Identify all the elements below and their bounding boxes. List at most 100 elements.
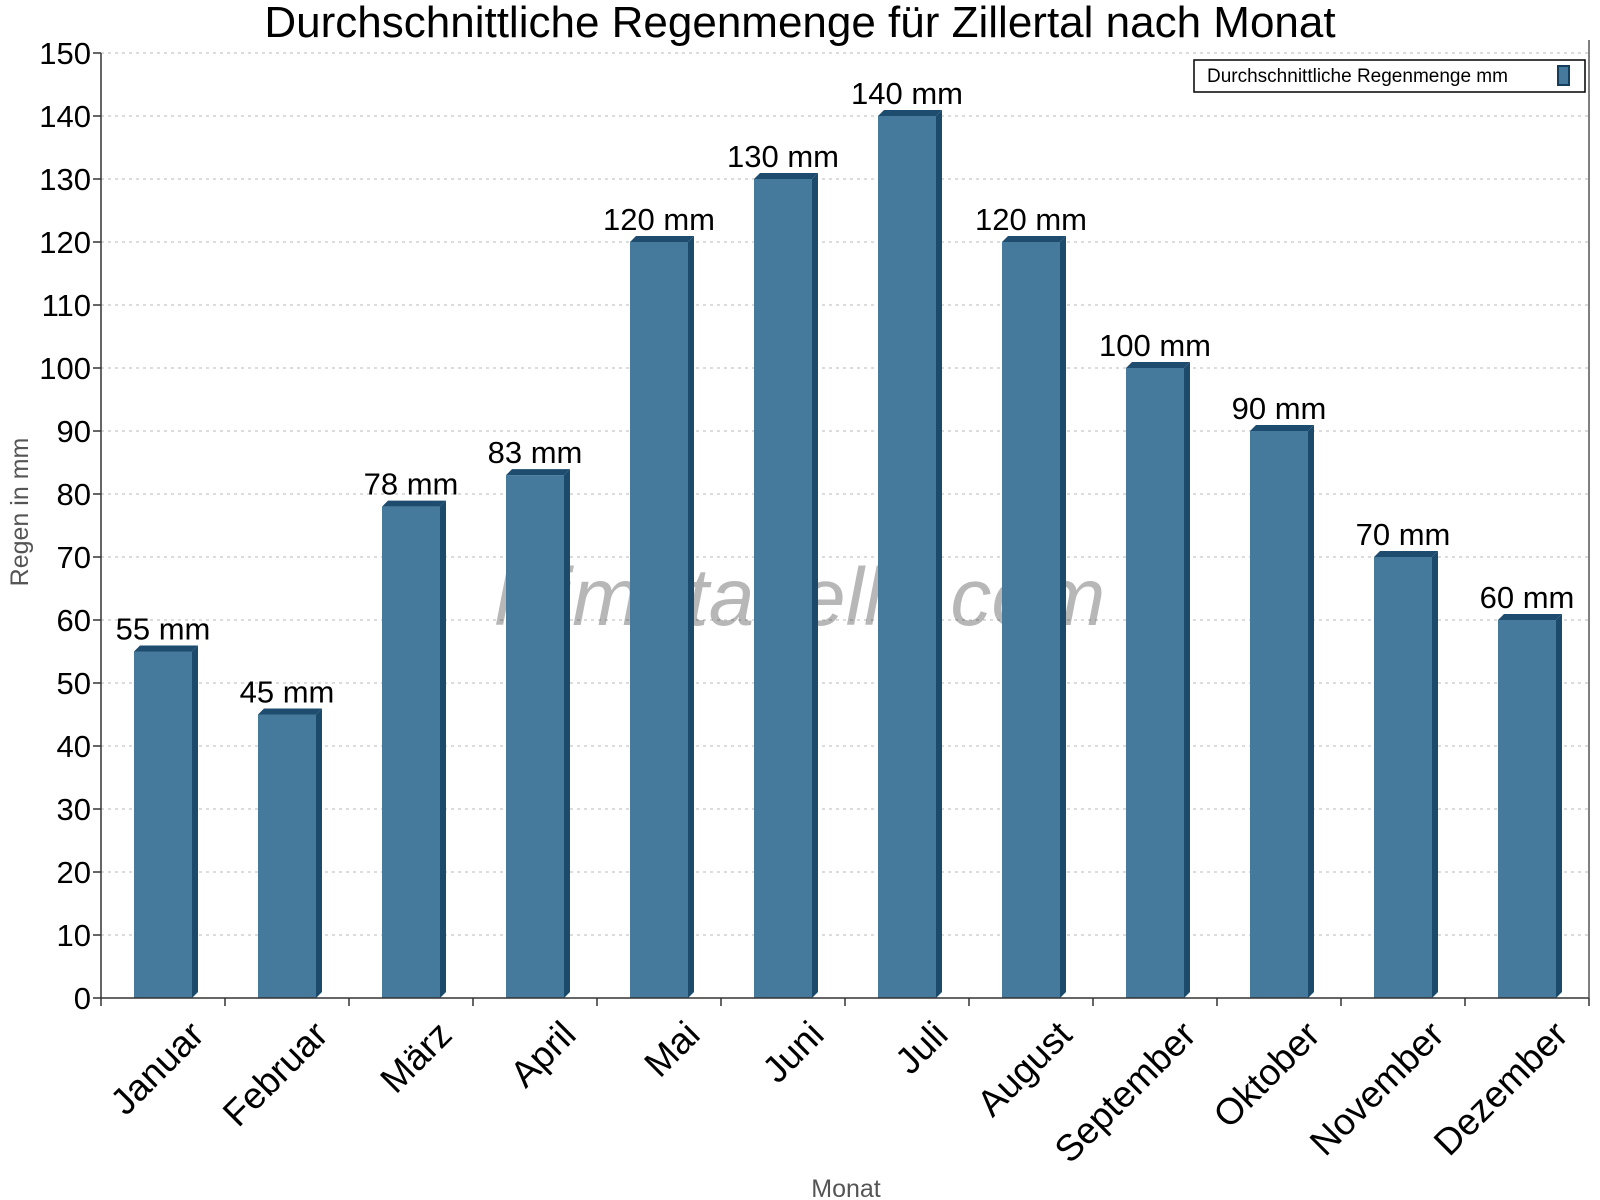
y-tick-label: 70: [57, 540, 91, 575]
y-tick-label: 120: [39, 225, 91, 260]
bar: [878, 116, 936, 998]
bar: [382, 506, 440, 998]
y-tick-labels: 0 10 20 30 40 50 60 70 80 90 100 110 120 130 140 150: [39, 36, 91, 1016]
bar-group: [258, 708, 322, 998]
y-tick-label: 150: [39, 36, 91, 71]
bar-group: [1126, 362, 1190, 998]
bar-group: [1374, 551, 1438, 998]
data-label: 120 mm: [603, 202, 715, 237]
bar-side: [1184, 362, 1190, 998]
data-label: 120 mm: [975, 202, 1087, 237]
bar-group: [754, 173, 818, 998]
bar-top: [754, 173, 818, 179]
y-tick-label: 10: [57, 918, 91, 953]
y-tick-label: 30: [57, 792, 91, 827]
x-tick-label: Januar: [103, 1014, 212, 1123]
bar-top: [506, 469, 570, 476]
x-axis-label: Monat: [811, 1175, 881, 1200]
bar: [1126, 368, 1184, 998]
legend-swatch: [1557, 65, 1570, 86]
bar: [506, 475, 564, 999]
bar-side: [564, 469, 570, 999]
y-axis-label: Regen in mm: [6, 438, 34, 587]
bar: [1250, 431, 1308, 998]
y-tick-label: 40: [57, 729, 91, 764]
y-tick-label: 90: [57, 414, 91, 449]
bar-top: [1250, 425, 1314, 431]
x-tick-label: Februar: [215, 1014, 336, 1135]
legend-box: [1193, 59, 1586, 93]
x-tick-label: Juni: [755, 1014, 832, 1091]
bar-group: [878, 110, 942, 998]
y-tick-label: 60: [57, 603, 91, 638]
x-tick-label: Juli: [887, 1014, 955, 1082]
bar-group: [630, 236, 694, 998]
bar-side: [688, 236, 694, 998]
data-label: 60 mm: [1480, 580, 1575, 615]
bar-top: [258, 708, 322, 715]
bar: [754, 179, 812, 998]
y-tick-label: 50: [57, 666, 91, 701]
data-label: 55 mm: [116, 612, 211, 647]
data-label: 70 mm: [1356, 517, 1451, 552]
bar-group: [1498, 614, 1562, 998]
bar: [630, 242, 688, 998]
x-tick-label: März: [372, 1014, 459, 1101]
bar-top: [1002, 236, 1066, 242]
y-tick-label: 80: [57, 477, 91, 512]
legend-label: Durchschnittliche Regenmenge mm: [1207, 66, 1508, 87]
y-tick-label: 0: [74, 981, 91, 1016]
bar-top: [1126, 362, 1190, 368]
bar-side: [192, 645, 198, 998]
bar-group: [1002, 236, 1066, 998]
bar: [1002, 242, 1060, 998]
x-tick-label: April: [502, 1014, 583, 1095]
bar-side: [1556, 614, 1562, 998]
data-label: 78 mm: [364, 467, 459, 502]
bar-top: [878, 110, 942, 116]
bar-group: [134, 645, 198, 998]
y-tick-label: 110: [42, 288, 91, 323]
bar: [134, 651, 192, 998]
bar-top: [1498, 614, 1562, 620]
axes: [93, 40, 1590, 1006]
chart-title: Durchschnittliche Regenmenge für Zillert…: [264, 0, 1335, 47]
y-tick-label: 20: [57, 855, 91, 890]
bar-top: [134, 645, 198, 652]
bar-side: [812, 173, 818, 998]
x-tick-label: Dezember: [1426, 1014, 1576, 1164]
bar: [1374, 557, 1432, 998]
y-tick-label: 100: [39, 351, 91, 386]
bar-side: [440, 500, 446, 998]
bar-side: [1308, 425, 1314, 998]
bar-top: [382, 500, 446, 507]
bars: [134, 110, 1562, 999]
bar-top: [630, 236, 694, 242]
legend: Durchschnittliche Regenmenge mm: [1193, 59, 1586, 93]
bar-side: [1432, 551, 1438, 998]
bar-group: [506, 469, 570, 999]
y-tick-label: 140: [39, 99, 91, 134]
x-tick-label: Oktober: [1206, 1014, 1328, 1136]
bar: [1498, 620, 1556, 998]
y-tick-label: 130: [39, 162, 91, 197]
bar-group: [382, 500, 446, 998]
data-label: 83 mm: [488, 435, 583, 470]
data-labels: 55 mm 45 mm 78 mm 83 mm 120 mm 130 mm 140 mm 12…: [116, 76, 1575, 710]
data-label: 130 mm: [727, 139, 839, 174]
data-label: 45 mm: [240, 675, 335, 710]
bar-side: [316, 708, 322, 998]
x-tick-label: November: [1302, 1014, 1452, 1164]
bar-group: [1250, 425, 1314, 998]
x-tick-label: August: [969, 1013, 1080, 1124]
bar: [258, 714, 316, 998]
data-label: 140 mm: [851, 76, 963, 111]
x-tick-label: Mai: [636, 1014, 707, 1085]
bar-side: [936, 110, 942, 998]
x-tick-labels: Januar Februar März April Mai Juni Juli AugustS…: [103, 1013, 1576, 1170]
data-label: 90 mm: [1232, 391, 1327, 426]
data-label: 100 mm: [1099, 328, 1211, 363]
bar-top: [1374, 551, 1438, 557]
gridlines: [101, 52, 1589, 936]
